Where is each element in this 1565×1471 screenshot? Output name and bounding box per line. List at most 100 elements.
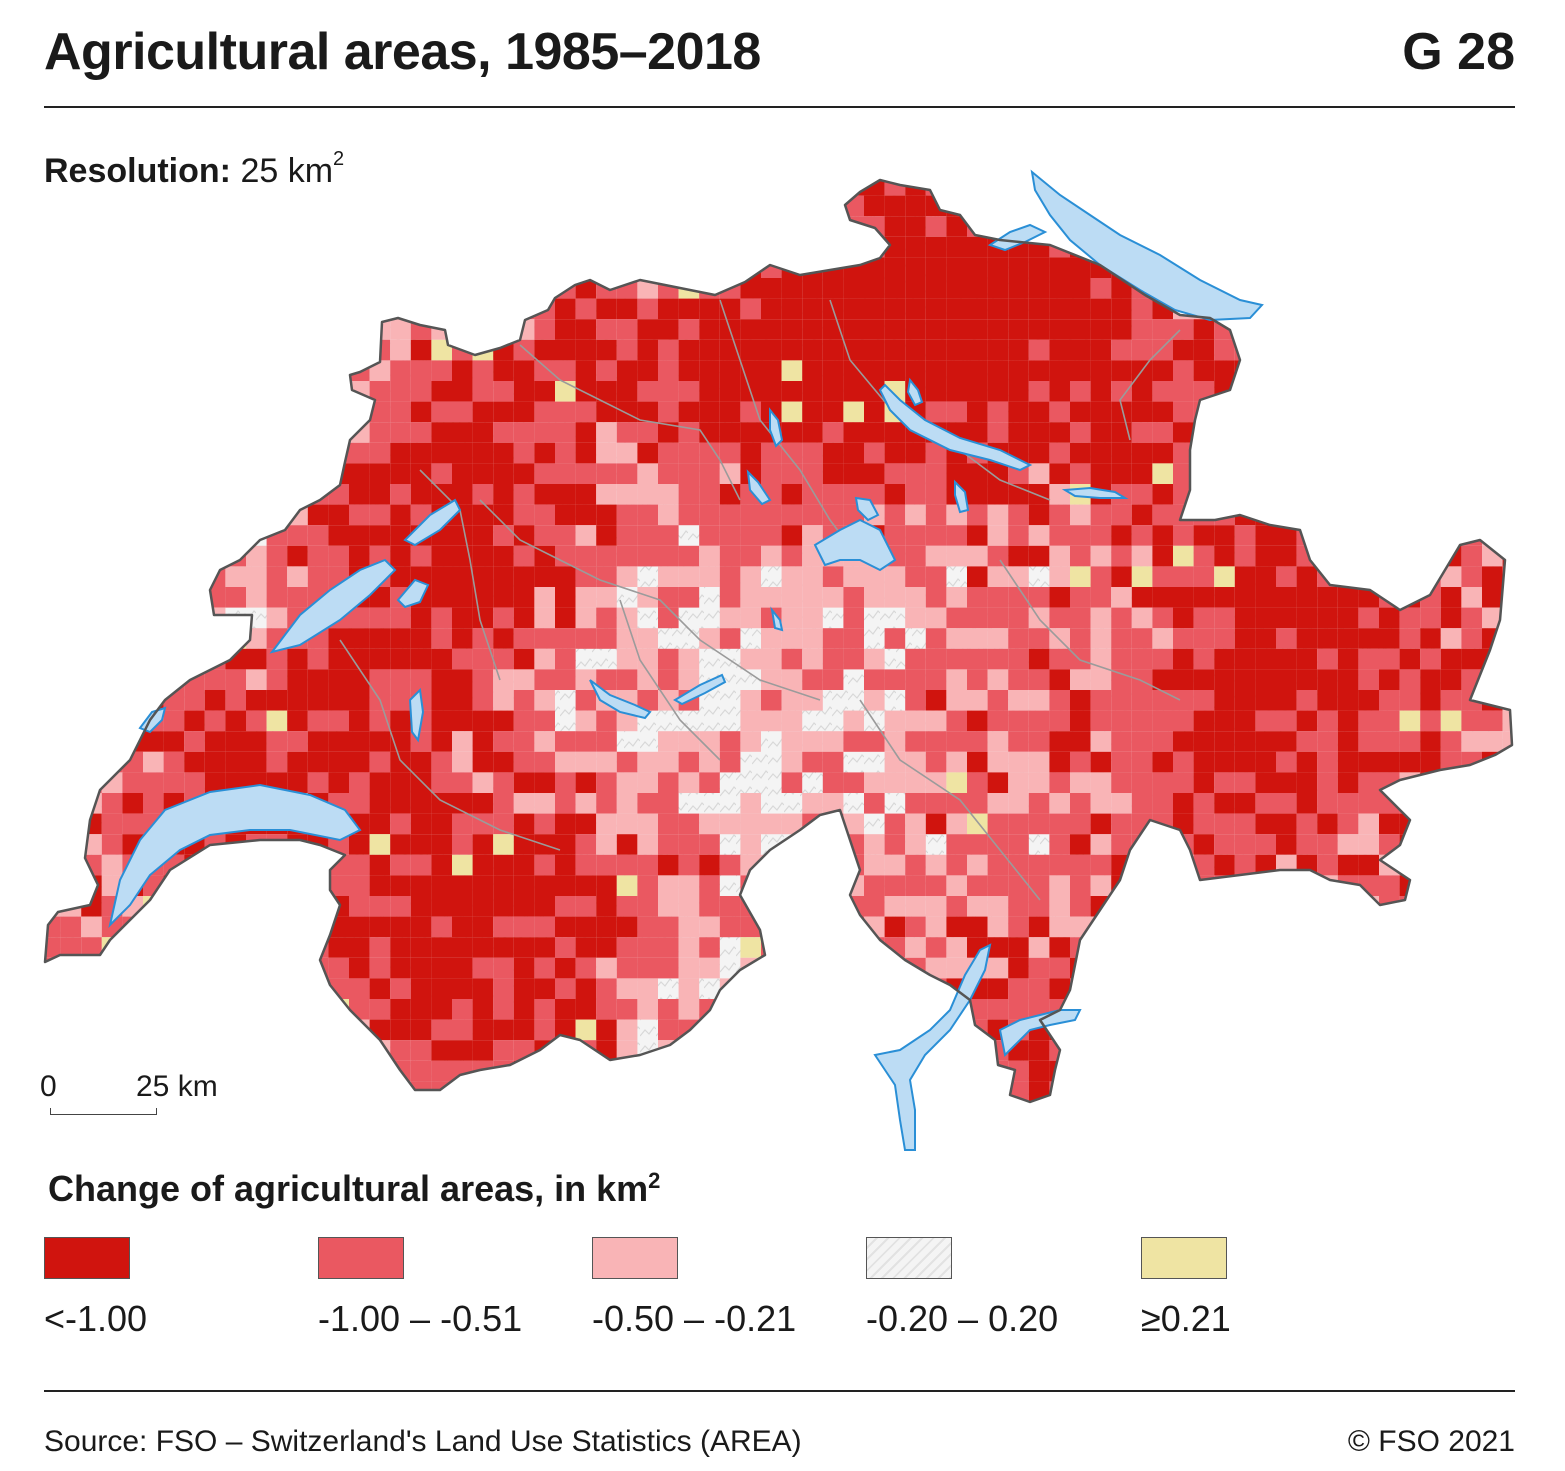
grid-cell [596, 669, 617, 690]
grid-cell [1276, 278, 1297, 299]
grid-cell [1482, 195, 1503, 217]
grid-cell [513, 731, 535, 752]
grid-cell [555, 937, 576, 958]
grid-cell [575, 607, 597, 629]
grid-cell [390, 648, 411, 670]
grid-cell [1502, 381, 1512, 402]
grid-cell [1420, 442, 1441, 464]
copyright-note: © FSO 2021 [1347, 1425, 1515, 1458]
grid-cell [1399, 504, 1421, 526]
grid-cell [1399, 236, 1421, 258]
grid-cell [122, 319, 143, 340]
grid-cell [101, 525, 123, 546]
grid-cell [45, 587, 61, 608]
grid-cell [864, 999, 885, 1020]
grid-cell [472, 525, 494, 546]
grid-cell [246, 381, 267, 402]
grid-cell [1502, 339, 1512, 361]
grid-cell [1111, 1019, 1132, 1041]
grid-cell [1234, 813, 1256, 835]
grid-cell [1028, 916, 1050, 938]
grid-cell [246, 978, 267, 999]
grid-cell [390, 937, 411, 958]
grid-cell [1111, 772, 1132, 793]
grid-cell [1152, 484, 1173, 505]
grid-cell [1255, 442, 1276, 464]
grid-cell [328, 463, 349, 484]
grid-cell [967, 422, 988, 443]
grid-cell [1482, 669, 1503, 690]
grid-cell [60, 607, 82, 629]
grid-cell [184, 236, 205, 258]
grid-cell [575, 180, 597, 196]
grid-cell [81, 1081, 102, 1102]
grid-cell [204, 422, 226, 443]
grid-cell [1028, 401, 1050, 423]
grid-cell [1008, 916, 1029, 938]
grid-cell [225, 525, 246, 546]
grid-cell [1337, 875, 1359, 896]
grid-cell [472, 916, 494, 938]
grid-cell [987, 813, 1009, 835]
grid-cell [905, 360, 926, 381]
grid-cell [1090, 195, 1112, 217]
grid-cell [513, 566, 535, 587]
grid-cell [575, 793, 597, 814]
grid-cell [678, 298, 700, 320]
grid-cell [843, 916, 864, 938]
grid-cell [905, 339, 926, 361]
grid-cell [1502, 401, 1512, 423]
grid-cell [987, 360, 1009, 381]
grid-cell [575, 422, 597, 443]
grid-cell [1379, 937, 1400, 958]
grid-cell [184, 422, 205, 443]
grid-cell [1214, 463, 1235, 484]
grid-cell [1337, 690, 1359, 711]
grid-cell [410, 1081, 432, 1102]
grid-cell [184, 180, 205, 196]
grid-cell [781, 690, 803, 711]
grid-cell [493, 545, 514, 567]
grid-cell [45, 278, 61, 299]
grid-cell [1049, 937, 1070, 958]
grid-cell [905, 834, 926, 855]
grid-cell [925, 813, 947, 835]
grid-cell [452, 710, 473, 732]
grid-cell [946, 463, 967, 484]
grid-cell [431, 545, 452, 567]
grid-cell [534, 504, 555, 526]
grid-cell [1152, 401, 1173, 423]
grid-cell [967, 463, 988, 484]
grid-cell [225, 1040, 246, 1061]
grid-cell [637, 978, 658, 999]
grid-cell [925, 710, 947, 732]
grid-cell [1008, 566, 1029, 587]
grid-cell [761, 195, 782, 217]
grid-cell [163, 195, 185, 217]
grid-cell [390, 1102, 411, 1123]
grid-cell [81, 401, 102, 423]
grid-cell [740, 525, 761, 546]
grid-cell [637, 195, 658, 217]
grid-cell [575, 854, 597, 876]
grid-cell [699, 180, 720, 196]
grid-cell [1276, 360, 1297, 381]
grid-cell [1440, 834, 1462, 855]
grid-cell [699, 381, 720, 402]
grid-cell [678, 381, 700, 402]
grid-cell [1482, 607, 1503, 629]
grid-cell [184, 339, 205, 361]
grid-cell [905, 854, 926, 876]
grid-cell [740, 793, 761, 814]
grid-cell [1111, 978, 1132, 999]
grid-cell [1317, 339, 1338, 361]
grid-cell [287, 731, 308, 752]
grid-cell [864, 339, 885, 361]
grid-cell [1440, 463, 1462, 484]
grid-cell [678, 834, 700, 855]
grid-cell [905, 216, 926, 237]
grid-cell [534, 628, 555, 649]
grid-cell [988, 1102, 1009, 1123]
grid-cell [699, 504, 720, 526]
grid-cell [328, 1102, 349, 1123]
